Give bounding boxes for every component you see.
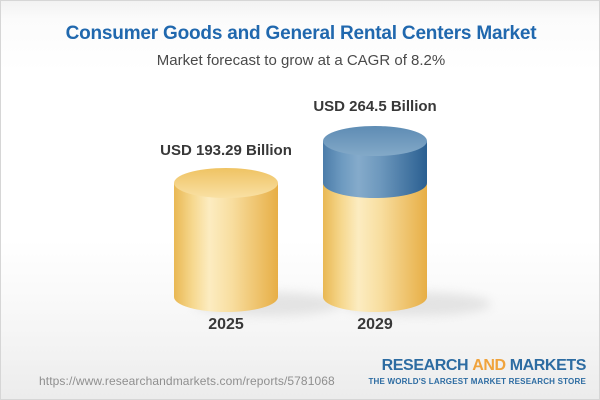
cylinder-segment-gold xyxy=(323,183,427,297)
logo-word-research: RESEARCH xyxy=(381,357,469,374)
logo-word-markets: MARKETS xyxy=(509,357,587,374)
chart-title: Consumer Goods and General Rental Center… xyxy=(65,23,537,44)
cylinder-top-cap xyxy=(174,168,278,198)
value-label-2029: USD 264.5 Billion xyxy=(313,98,437,115)
cylinder-top-cap xyxy=(323,126,427,157)
year-label-2029: 2029 xyxy=(357,316,393,333)
logo-wordmark: RESEARCH AND MARKETS xyxy=(368,357,587,375)
logo-word-and: AND xyxy=(472,357,506,374)
value-label-2025: USD 193.29 Billion xyxy=(160,142,292,159)
logo-tagline: THE WORLD'S LARGEST MARKET RESEARCH STOR… xyxy=(368,377,586,386)
research-and-markets-logo: RESEARCH AND MARKETS THE WORLD'S LARGEST M… xyxy=(368,357,586,386)
chart-subtitle: Market forecast to grow at a CAGR of 8.2… xyxy=(156,52,446,69)
report-url: https://www.researchandmarkets.com/repor… xyxy=(39,374,335,388)
year-label-2025: 2025 xyxy=(208,316,244,333)
cylinder-segment-gold xyxy=(174,183,278,297)
